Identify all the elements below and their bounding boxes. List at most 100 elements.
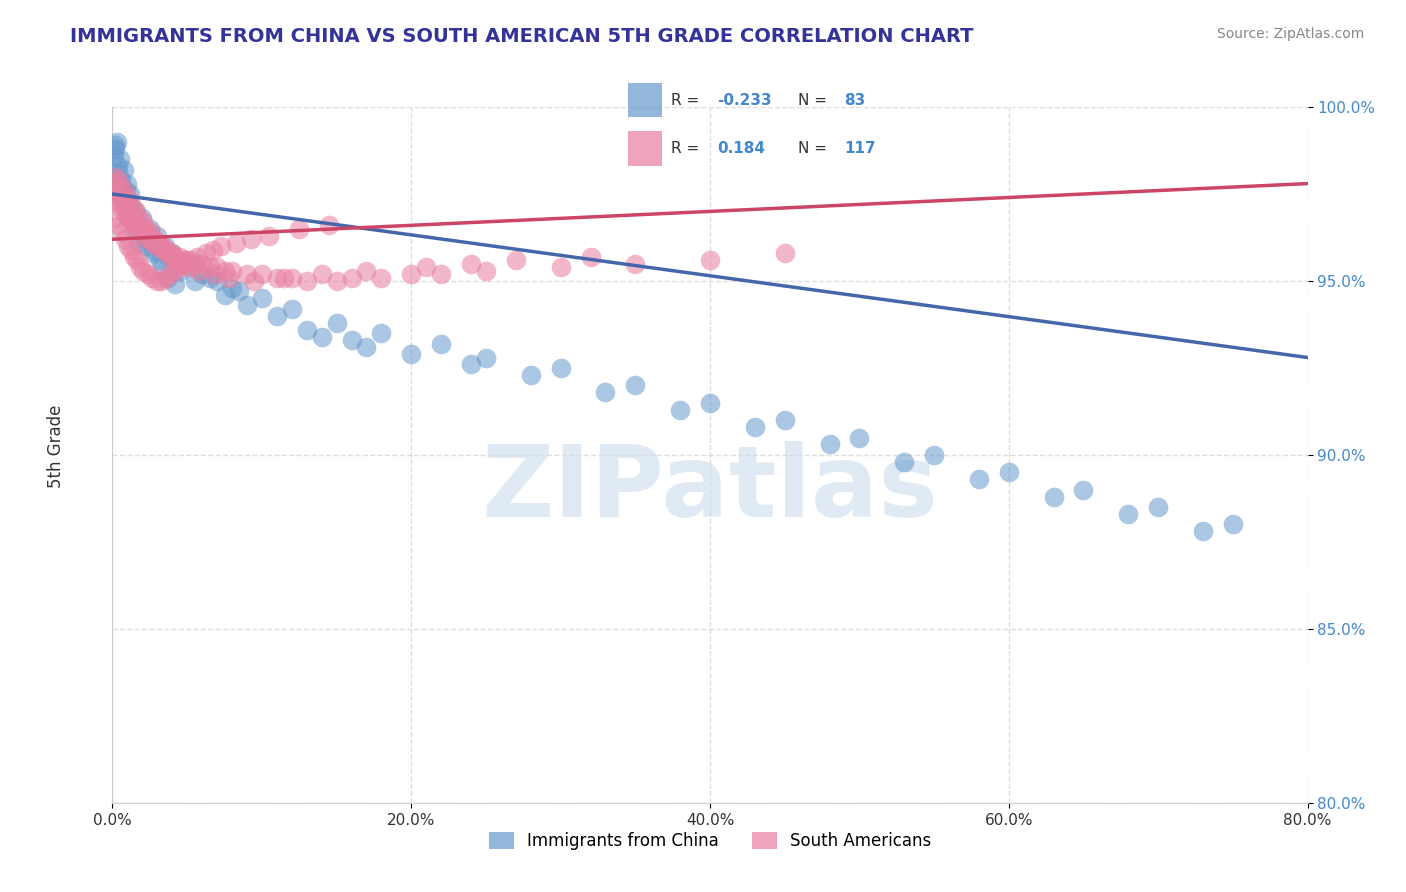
- Point: [170, 257, 193, 271]
- Point: [107, 159, 129, 173]
- Point: [108, 197, 131, 211]
- Point: [159, 250, 181, 264]
- Point: [183, 274, 205, 288]
- Point: [104, 169, 127, 184]
- Point: [165, 250, 187, 264]
- Point: [162, 246, 183, 260]
- Point: [110, 173, 132, 187]
- Point: [131, 211, 153, 226]
- Point: [118, 197, 141, 211]
- Point: [176, 253, 198, 268]
- Point: [1147, 500, 1170, 515]
- Point: [107, 184, 129, 198]
- Point: [105, 135, 128, 149]
- Point: [107, 166, 129, 180]
- Point: [117, 204, 139, 219]
- Point: [131, 225, 153, 239]
- Point: [243, 274, 266, 288]
- Point: [104, 177, 127, 191]
- Point: [179, 260, 201, 274]
- Point: [550, 361, 572, 376]
- Text: 117: 117: [845, 141, 876, 156]
- Point: [111, 204, 134, 219]
- Point: [103, 187, 125, 202]
- Point: [505, 253, 527, 268]
- Point: [169, 263, 191, 277]
- Point: [141, 232, 163, 246]
- Point: [110, 190, 132, 204]
- Point: [117, 239, 139, 253]
- Point: [922, 448, 945, 462]
- Point: [120, 243, 142, 257]
- Point: [124, 204, 146, 219]
- Point: [174, 257, 197, 271]
- Point: [1042, 490, 1064, 504]
- Point: [128, 211, 150, 226]
- Point: [118, 211, 141, 226]
- Point: [132, 228, 155, 243]
- Point: [149, 253, 172, 268]
- Point: [120, 187, 142, 202]
- Point: [121, 201, 143, 215]
- Point: [183, 257, 205, 271]
- Point: [194, 246, 217, 260]
- Point: [128, 235, 150, 250]
- Point: [122, 250, 145, 264]
- Point: [998, 466, 1021, 480]
- Point: [104, 142, 127, 156]
- Point: [103, 149, 125, 163]
- Point: [401, 347, 423, 361]
- Point: [105, 194, 128, 208]
- Point: [325, 274, 347, 288]
- Point: [1073, 483, 1095, 497]
- Point: [356, 263, 378, 277]
- Point: [218, 270, 240, 285]
- Text: N =: N =: [799, 141, 832, 156]
- Text: Source: ZipAtlas.com: Source: ZipAtlas.com: [1216, 27, 1364, 41]
- Point: [104, 169, 127, 184]
- Point: [114, 162, 135, 177]
- Point: [893, 455, 915, 469]
- Point: [699, 253, 721, 268]
- Point: [121, 208, 143, 222]
- Point: [148, 235, 170, 250]
- Point: [209, 239, 232, 253]
- Point: [155, 270, 177, 285]
- Point: [475, 263, 498, 277]
- Point: [129, 222, 152, 236]
- Point: [1192, 524, 1215, 539]
- Point: [266, 309, 288, 323]
- Point: [163, 263, 186, 277]
- Point: [214, 288, 236, 302]
- Point: [153, 239, 176, 253]
- Point: [138, 232, 160, 246]
- Point: [112, 184, 135, 198]
- Point: [135, 222, 157, 236]
- Point: [1222, 517, 1244, 532]
- Point: [135, 228, 157, 243]
- Point: [340, 270, 363, 285]
- Point: [110, 180, 132, 194]
- Point: [744, 420, 766, 434]
- Point: [156, 270, 179, 285]
- Point: [115, 184, 138, 198]
- Text: 0.184: 0.184: [717, 141, 766, 156]
- Point: [108, 219, 131, 233]
- Point: [460, 358, 482, 372]
- Point: [117, 177, 139, 191]
- Point: [250, 267, 273, 281]
- Point: [132, 225, 155, 239]
- Text: R =: R =: [671, 141, 704, 156]
- Point: [111, 180, 134, 194]
- Text: R =: R =: [671, 93, 704, 108]
- Text: N =: N =: [799, 93, 832, 108]
- Point: [281, 301, 304, 316]
- Point: [370, 270, 392, 285]
- Point: [239, 232, 262, 246]
- Point: [202, 243, 225, 257]
- Point: [520, 368, 543, 382]
- Point: [159, 267, 181, 281]
- Point: [156, 246, 179, 260]
- Point: [191, 267, 214, 281]
- Point: [176, 257, 198, 271]
